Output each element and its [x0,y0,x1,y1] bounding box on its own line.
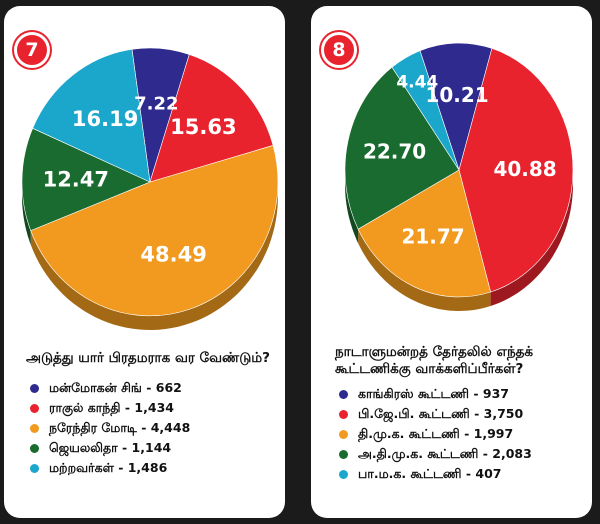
legend-item: ஜெயலலிதா - 1,144 [26,438,190,458]
badge-8: 8 [321,32,357,68]
legend-dot [30,423,39,433]
legend-item: அ.தி.மு.க. கூட்டணி - 2,083 [335,444,532,464]
slice-value-label: 7.22 [134,94,178,115]
legend-item: பி.ஜே.பி. கூட்டணி - 3,750 [335,404,532,424]
poll-card-8: 10.21 40.88 21.77 22.70 4.44 8 நாடாளுமன்றத் … [311,6,592,518]
pie-chart-8: 10.21 40.88 21.77 22.70 4.44 [344,42,574,311]
legend-label: ராகுல் காந்தி - 1,434 [49,399,174,415]
slice-value-label: 10.21 [425,83,488,107]
legend-dot [30,443,39,453]
legend-dot [339,429,348,439]
slice-value-label: 15.63 [170,115,236,139]
pie-slice [419,42,493,172]
legend-dot [339,409,348,419]
legend-dot [339,449,348,459]
legend-label: மன்மோகன் சிங் - 662 [49,379,182,395]
pie-slice [149,54,274,183]
pie-slice [357,169,491,298]
legend-dot [30,403,39,413]
legend-item: மற்றவர்கள் - 1,486 [26,458,190,478]
legend-item: மன்மோகன் சிங் - 662 [26,378,190,398]
pie-slice-side [490,170,573,306]
legend-label: பி.ஜே.பி. கூட்டணி - 3,750 [358,405,524,421]
slice-value-label: 4.44 [396,73,438,93]
legend-7: மன்மோகன் சிங் - 662 ராகுல் காந்தி - 1,43… [26,378,190,478]
slice-value-label: 21.77 [401,224,464,248]
pie-slice [391,50,460,171]
slice-value-label: 48.49 [140,243,206,267]
legend-item: பா.ம.க. கூட்டணி - 407 [335,464,532,484]
slice-value-label: 22.70 [363,140,426,164]
legend-label: காங்கிரஸ் கூட்டணி - 937 [358,385,509,401]
legend-dot [339,469,348,479]
legend-item: தி.மு.க. கூட்டணி - 1,997 [335,424,532,444]
pie-slice [32,48,151,183]
legend-8: காங்கிரஸ் கூட்டணி - 937 பி.ஜே.பி. கூட்டண… [335,384,532,484]
legend-label: அ.தி.மு.க. கூட்டணி - 2,083 [358,445,532,461]
question-7: அடுத்து யார் பிரதமராக வர வேண்டும்? [26,350,270,366]
slice-value-label: 12.47 [43,167,109,191]
legend-label: மற்றவர்கள் - 1,486 [49,459,168,475]
badge-7: 7 [14,32,50,68]
legend-label: தி.மு.க. கூட்டணி - 1,997 [358,425,514,441]
legend-label: பா.ம.க. கூட்டணி - 407 [358,465,502,481]
slice-value-label: 16.19 [72,107,138,131]
pie-slice [344,66,460,230]
pie-slice [21,127,151,231]
slice-value-label: 40.88 [493,157,556,181]
pie-slice [30,145,279,317]
legend-item: நரேந்திர மோடி - 4,448 [26,418,190,438]
legend-dot [30,463,39,473]
pie-slice-side [345,171,359,244]
legend-label: ஜெயலலிதா - 1,144 [49,439,172,455]
legend-label: நரேந்திர மோடி - 4,448 [49,419,191,435]
poll-card-7: 7.22 15.63 48.49 12.47 16.19 7 அடுத்து யார் … [4,6,285,518]
pie-slice-side [22,182,31,245]
pie-slice [458,48,574,293]
legend-dot [339,389,348,399]
legend-item: காங்கிரஸ் கூட்டணி - 937 [335,384,532,404]
pie-slice-side [358,229,491,311]
question-8: நாடாளுமன்றத் தேர்தலில் எந்தக் கூட்டணிக்க… [335,344,534,377]
legend-dot [30,383,39,393]
legend-item: ராகுல் காந்தி - 1,434 [26,398,190,418]
